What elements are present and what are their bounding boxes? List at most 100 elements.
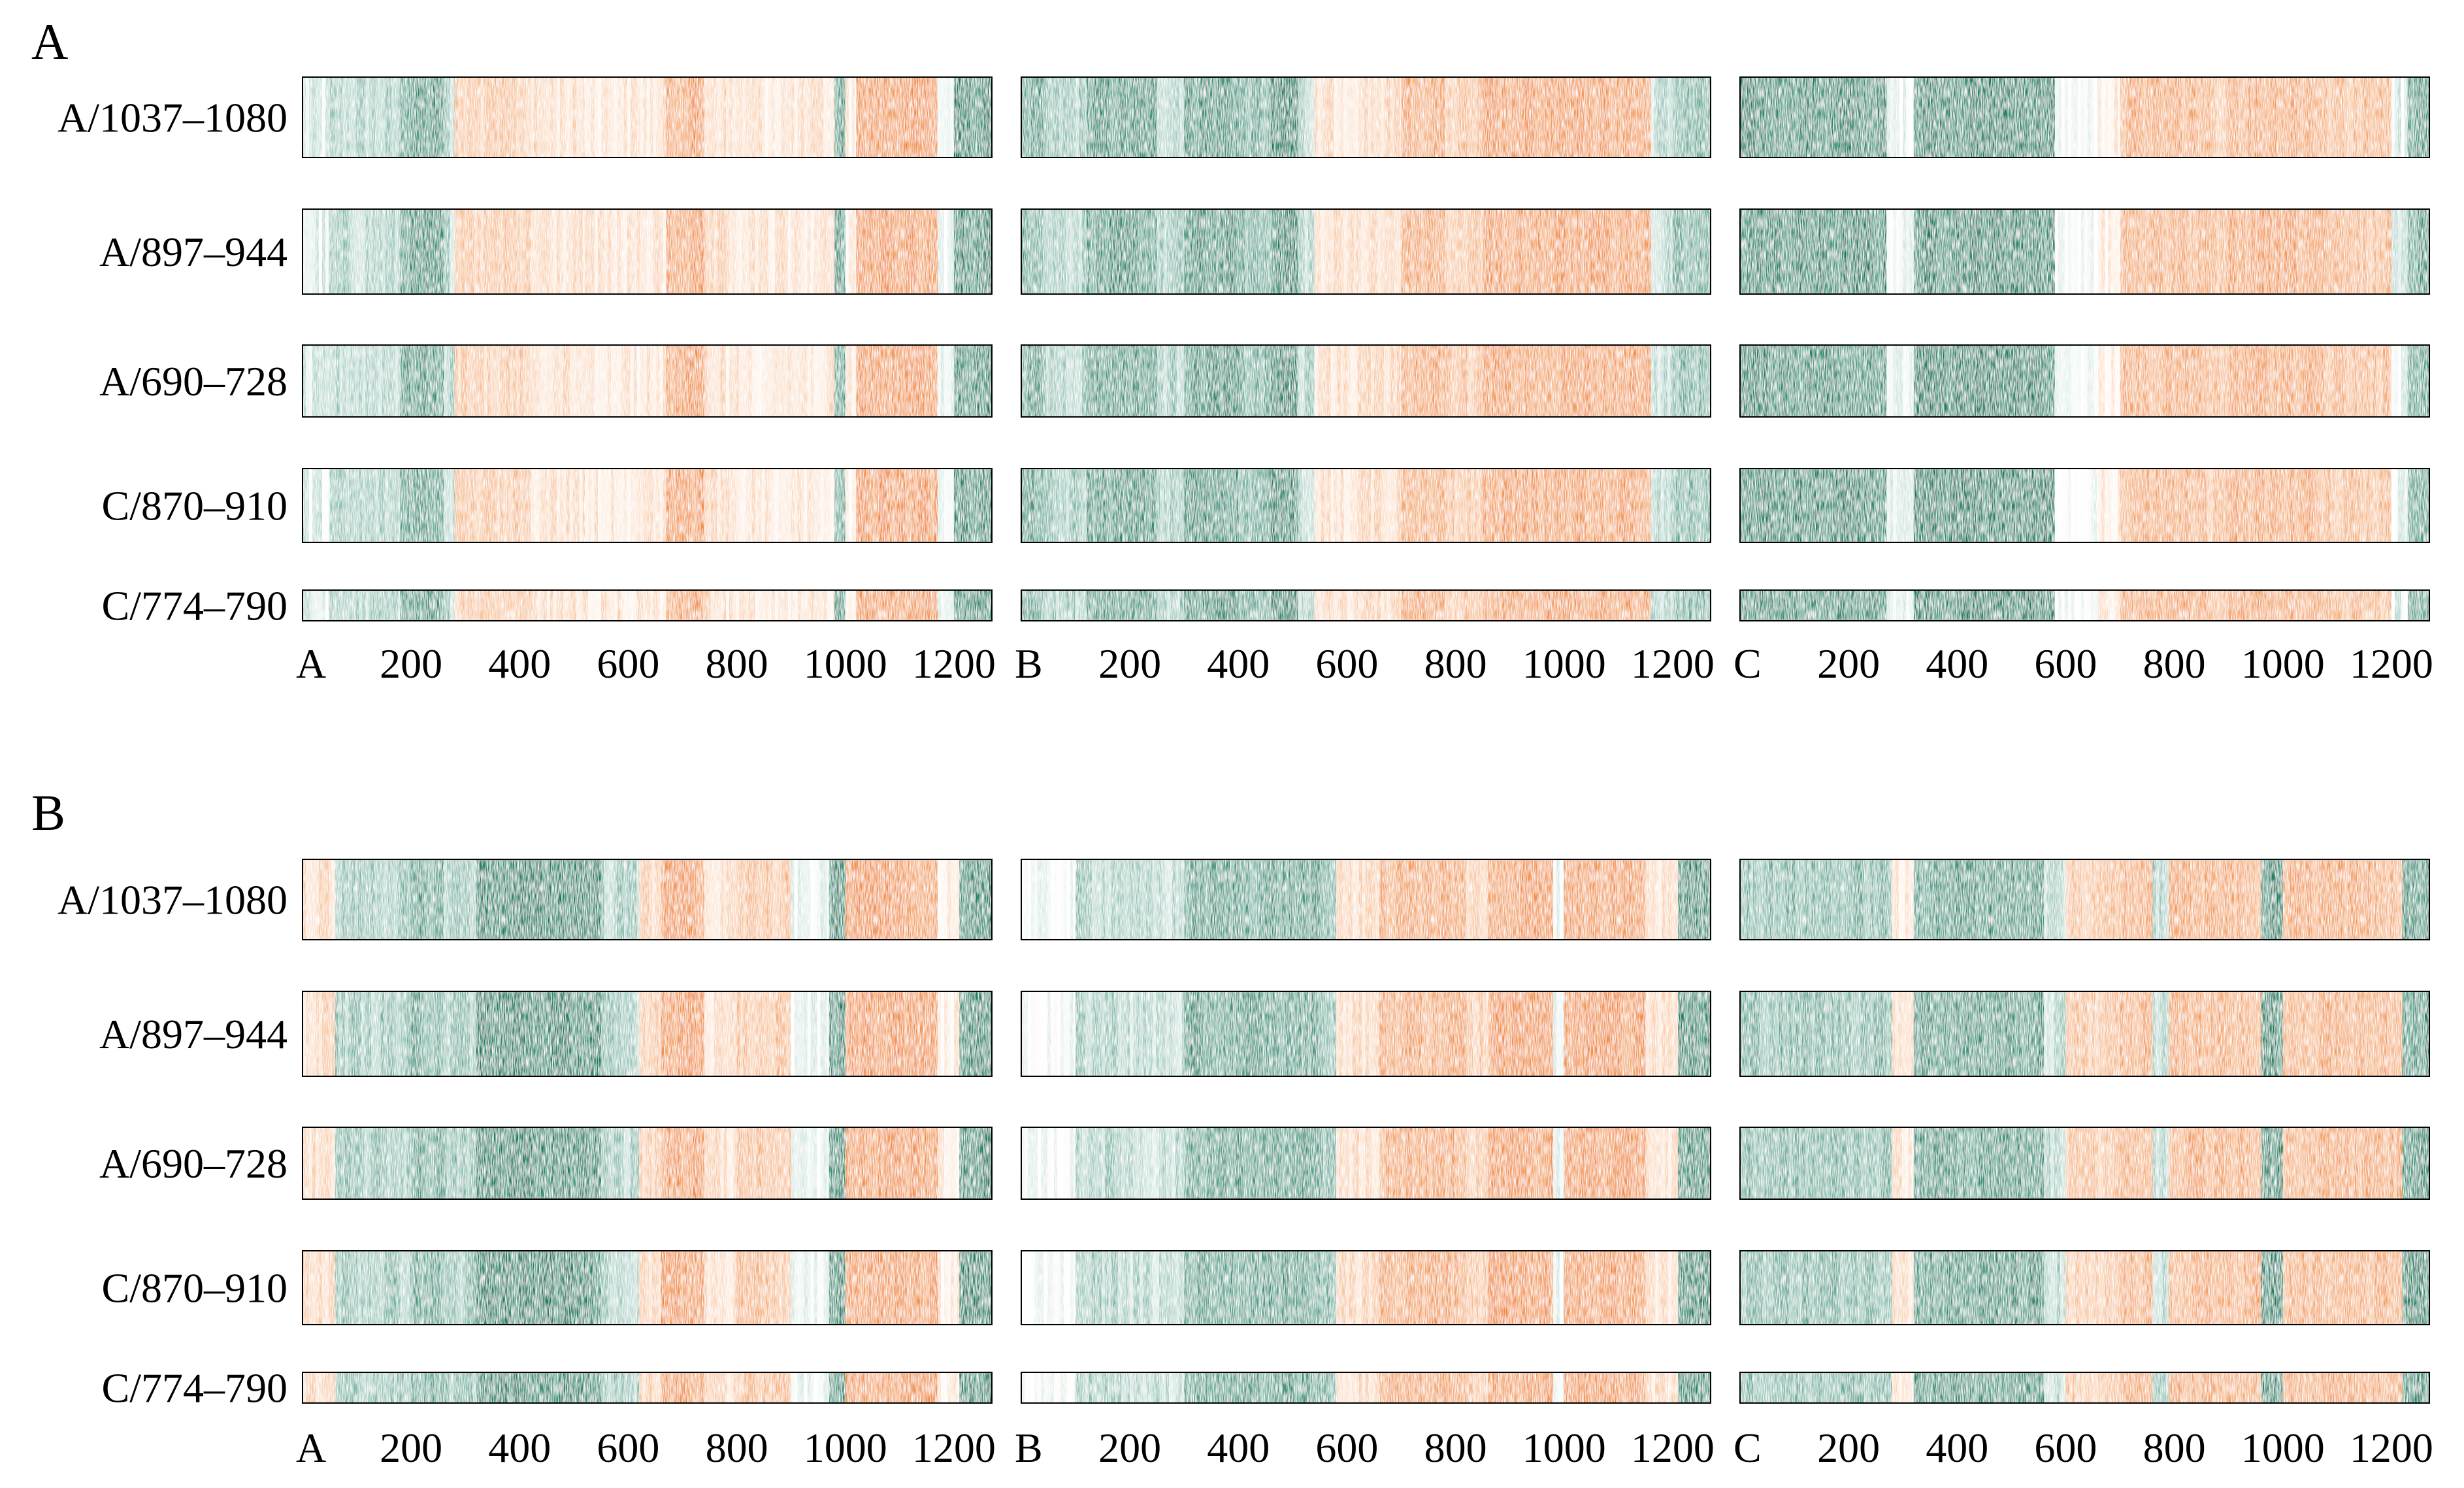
heatmap-cell — [2359, 77, 2364, 157]
heatmap-cell — [885, 345, 889, 417]
heatmap-cell — [838, 859, 843, 940]
heatmap-cell — [1329, 859, 1334, 940]
heatmap-cell — [2001, 345, 2005, 417]
heatmap-cell — [1460, 590, 1465, 621]
heatmap-cell — [1651, 590, 1655, 621]
heatmap-cell — [1678, 991, 1682, 1076]
heatmap-cell — [1387, 345, 1391, 417]
heatmap-cell — [1815, 859, 1819, 940]
heatmap-cell — [2220, 209, 2224, 294]
heatmap-cell — [2379, 590, 2384, 621]
heatmap-cell — [1072, 590, 1076, 621]
heatmap-cell — [953, 859, 958, 940]
heatmap-cell — [924, 77, 928, 157]
heatmap-cell — [864, 1127, 869, 1199]
heatmap-cell — [341, 991, 346, 1076]
heatmap-cell — [1675, 991, 1679, 1076]
heatmap-cell — [1873, 345, 1877, 417]
heatmap-cell — [600, 1127, 602, 1199]
heatmap-cell — [1821, 991, 1826, 1076]
heatmap-cell — [548, 1127, 552, 1199]
heatmap-cell — [851, 1127, 856, 1199]
heatmap-cell — [342, 77, 347, 157]
heatmap-cell — [1440, 77, 1444, 157]
heatmap-cell — [1291, 991, 1296, 1076]
heatmap-cell — [2047, 590, 2051, 621]
heatmap-cell — [874, 991, 879, 1076]
heatmap-cell — [1411, 209, 1415, 294]
heatmap-cell — [2162, 209, 2166, 294]
heatmap-cell — [2034, 859, 2038, 940]
heatmap-cell — [1040, 469, 1043, 542]
heatmap-cell — [1873, 209, 1877, 294]
heatmap-cell — [1226, 991, 1230, 1076]
heatmap-cell — [748, 590, 753, 621]
heatmap-cell — [1030, 345, 1035, 417]
heatmap-cell — [1340, 345, 1345, 417]
heatmap-cell — [1886, 590, 1890, 621]
heatmap-cell — [1437, 590, 1441, 621]
heatmap-cell — [1109, 469, 1113, 542]
heatmap-cell — [756, 991, 761, 1076]
heatmap-cell — [1427, 77, 1431, 157]
heatmap-cell — [1172, 859, 1176, 940]
heatmap-cell — [2031, 469, 2035, 542]
heatmap-cell — [1128, 209, 1133, 294]
heatmap-cell — [1818, 77, 1822, 157]
heatmap-cell — [1593, 77, 1598, 157]
heatmap-cell — [2071, 77, 2075, 157]
heatmap-cell — [743, 991, 747, 1076]
heatmap-cell — [2220, 77, 2224, 157]
heatmap-cell — [1496, 469, 1500, 542]
heatmap-cell — [1050, 991, 1055, 1076]
heatmap-cell — [1086, 209, 1091, 294]
heatmap-cell — [714, 77, 718, 157]
heatmap-cell — [2126, 859, 2131, 940]
heatmap-cell — [477, 345, 482, 417]
heatmap-cell — [1183, 469, 1185, 542]
heatmap-cell — [446, 469, 451, 542]
heatmap-cell — [457, 345, 462, 417]
heatmap-cell — [884, 991, 889, 1076]
heatmap-cell — [755, 590, 759, 621]
heatmap-cell — [1642, 590, 1646, 621]
heatmap-cell — [1375, 859, 1379, 940]
heatmap-cell — [769, 991, 773, 1076]
heatmap-cell — [2346, 209, 2351, 294]
heatmap-cell — [564, 991, 568, 1076]
heatmap-cell — [1740, 469, 1744, 542]
heatmap-cell — [1905, 991, 1909, 1076]
heatmap-cell — [1043, 209, 1047, 294]
heatmap-cell — [2351, 859, 2355, 940]
heatmap-cell — [453, 1127, 457, 1199]
heatmap-cell — [1743, 345, 1747, 417]
heatmap-cell — [1274, 77, 1278, 157]
heatmap-cell — [2340, 590, 2344, 621]
heatmap-cell — [2152, 991, 2156, 1076]
heatmap-cell — [1473, 859, 1477, 940]
heatmap-cell — [813, 345, 818, 417]
heatmap-cell — [604, 345, 608, 417]
heatmap-cell — [2149, 859, 2153, 940]
heatmap-cell — [385, 209, 389, 294]
heatmap-cell — [1933, 77, 1937, 157]
heatmap-cell — [590, 859, 594, 940]
heatmap-cell — [1264, 590, 1268, 621]
heatmap-cell — [1939, 590, 1944, 621]
heatmap-cell — [768, 209, 772, 294]
heatmap-cell — [1213, 469, 1217, 542]
heatmap-cell — [443, 345, 448, 417]
chart-root: AA/1037–1080A/897–944A/690–728C/870–910C… — [31, 13, 2433, 1471]
heatmap-cell — [2295, 991, 2300, 1076]
heatmap-cell — [1447, 859, 1452, 940]
heatmap-cell — [1027, 859, 1032, 940]
heatmap-cell — [1805, 590, 1809, 621]
heatmap-cell — [1857, 590, 1862, 621]
heatmap-cell — [947, 345, 951, 417]
heatmap-cell — [807, 859, 812, 940]
heatmap-cell — [1076, 77, 1079, 157]
heatmap-cell — [1179, 345, 1184, 417]
heatmap-cell — [856, 345, 860, 417]
heatmap-cell — [303, 77, 306, 157]
heatmap-cell — [1943, 859, 1947, 940]
